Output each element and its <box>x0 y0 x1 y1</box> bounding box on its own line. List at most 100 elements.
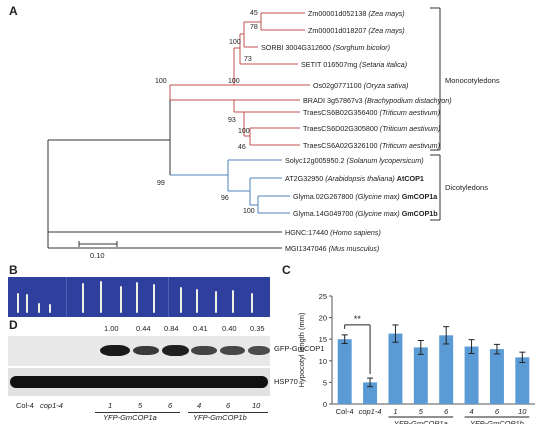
blot-band <box>220 346 245 355</box>
bootstrap-value: 73 <box>244 56 252 63</box>
y-tick-label: 0 <box>323 400 327 409</box>
category-label: 1 <box>393 407 397 416</box>
blot-band <box>10 376 268 388</box>
seedling <box>82 283 84 313</box>
y-axis-title: Hypocotyl length (mm) <box>297 312 306 388</box>
group-underline <box>95 412 180 413</box>
seedling <box>180 287 182 313</box>
leaf-label: Zm00001d018207 (Zea mays) <box>308 26 405 35</box>
bar <box>363 382 378 404</box>
bar <box>413 347 428 404</box>
bootstrap-value: 100 <box>155 78 167 85</box>
blot-band <box>133 346 159 355</box>
bar <box>464 346 479 404</box>
panel-a-label: A <box>9 4 18 18</box>
hsp70-blot <box>8 368 270 396</box>
ratio-value: 0.40 <box>222 324 237 333</box>
blot-band <box>248 346 270 355</box>
seedling <box>136 282 138 313</box>
dicot-branches <box>170 159 290 214</box>
panel-b-label: B <box>9 263 18 277</box>
lane-label: 10 <box>252 401 261 410</box>
seedling <box>120 286 122 313</box>
bootstrap-value: 78 <box>250 24 258 31</box>
scale-bar-label: 0.10 <box>90 251 105 260</box>
category-label: cop1-4 <box>359 407 382 416</box>
blot-band <box>100 345 130 356</box>
seedling <box>251 293 253 313</box>
leaf-label: Os02g0771100 (Oryza sativa) <box>313 81 408 90</box>
leaf-label: TraesCS6D02G305800 (Triticum aestivum) <box>303 124 440 133</box>
bar <box>489 349 504 404</box>
leaf-label: SORBI 3004G312600 (Sorghum bicolor) <box>261 43 390 52</box>
seedling <box>215 291 217 313</box>
seedling <box>232 290 234 313</box>
leaf-label: TraesCS6A02G326100 (Triticum aestivum) <box>303 141 440 150</box>
category-label: 10 <box>518 407 527 416</box>
leaf-label: Glyma.02G267800 (Glycine max) GmCOP1a <box>293 192 438 201</box>
leaf-label: AT2G32950 (Arabidopsis thaliana) AtCOP1 <box>285 174 424 183</box>
ratio-value: 0.35 <box>250 324 265 333</box>
significance-label: ** <box>354 314 362 324</box>
y-tick-label: 10 <box>319 357 327 366</box>
lane-label: 6 <box>226 401 231 410</box>
panel-d-label: D <box>9 318 18 332</box>
blot-band <box>191 346 217 355</box>
blot-band <box>162 345 189 356</box>
seedling <box>153 284 155 313</box>
bar <box>388 333 403 404</box>
seedling <box>100 281 102 313</box>
leaf-label: SETIT 016507mg (Setaria italica) <box>301 60 407 69</box>
seedling-photo <box>8 277 270 317</box>
monocot-branches <box>169 12 310 146</box>
bootstrap-value: 100 <box>238 128 250 135</box>
band-label-gfp: GFP-GmCOP1 <box>274 344 325 353</box>
bootstrap-value: 100 <box>229 39 241 46</box>
photo-divider <box>66 277 67 317</box>
photo-divider <box>168 277 169 317</box>
y-tick-label: 15 <box>319 335 327 344</box>
category-label: 6 <box>444 407 449 416</box>
bootstrap-value: 99 <box>157 180 165 187</box>
bar <box>337 339 352 404</box>
phylogenetic-tree: Zm00001d052138 (Zea mays) Zm00001d018207… <box>47 7 500 260</box>
tree-backbone <box>47 7 441 249</box>
group-label: YFP-GmCOP1b <box>470 419 524 424</box>
y-tick-label: 5 <box>323 378 327 387</box>
category-label: Col-4 <box>336 407 354 416</box>
lane-label: 1 <box>108 401 113 410</box>
group-label-monocots: Monocotyledons <box>445 76 500 85</box>
category-label: 4 <box>469 407 473 416</box>
bootstrap-value: 100 <box>228 78 240 85</box>
ratio-value: 1.00 <box>104 324 119 333</box>
leaf-label: Glyma.14G049700 (Glycine max) GmCOP1b <box>293 209 438 218</box>
seedling <box>49 304 51 313</box>
lane-label: 5 <box>138 401 143 410</box>
group-label-dicots: Dicotyledons <box>445 183 488 192</box>
leaf-label: HGNC:17440 (Homo sapiens) <box>285 228 381 237</box>
group-label: YFP-GmCOP1a <box>103 413 157 422</box>
ratio-value: 0.41 <box>193 324 208 333</box>
bootstrap-value: 45 <box>250 10 258 17</box>
leaf-label: Solyc12g005950.2 (Solanum lycopersicum) <box>285 156 424 165</box>
lane-label: Col-4 <box>16 401 34 410</box>
bootstrap-value: 96 <box>221 195 229 202</box>
group-label: YFP-GmCOP1b <box>193 413 247 422</box>
bar <box>515 357 530 404</box>
ratio-value: 0.44 <box>136 324 151 333</box>
panel-c-label: C <box>282 263 291 277</box>
bootstrap-value: 46 <box>238 144 246 151</box>
ratio-value: 0.84 <box>164 324 179 333</box>
lane-label: 4 <box>197 401 202 410</box>
group-underline <box>188 412 268 413</box>
seedling <box>196 289 198 313</box>
lane-label: 6 <box>168 401 173 410</box>
bootstrap-value: 100 <box>243 208 255 215</box>
bootstrap-value: 93 <box>228 117 236 124</box>
seedling <box>26 294 28 313</box>
category-label: 6 <box>495 407 500 416</box>
seedling <box>17 293 19 313</box>
leaf-label: MGI1347046 (Mus musculus) <box>285 244 379 253</box>
gfp-blot <box>8 336 270 366</box>
